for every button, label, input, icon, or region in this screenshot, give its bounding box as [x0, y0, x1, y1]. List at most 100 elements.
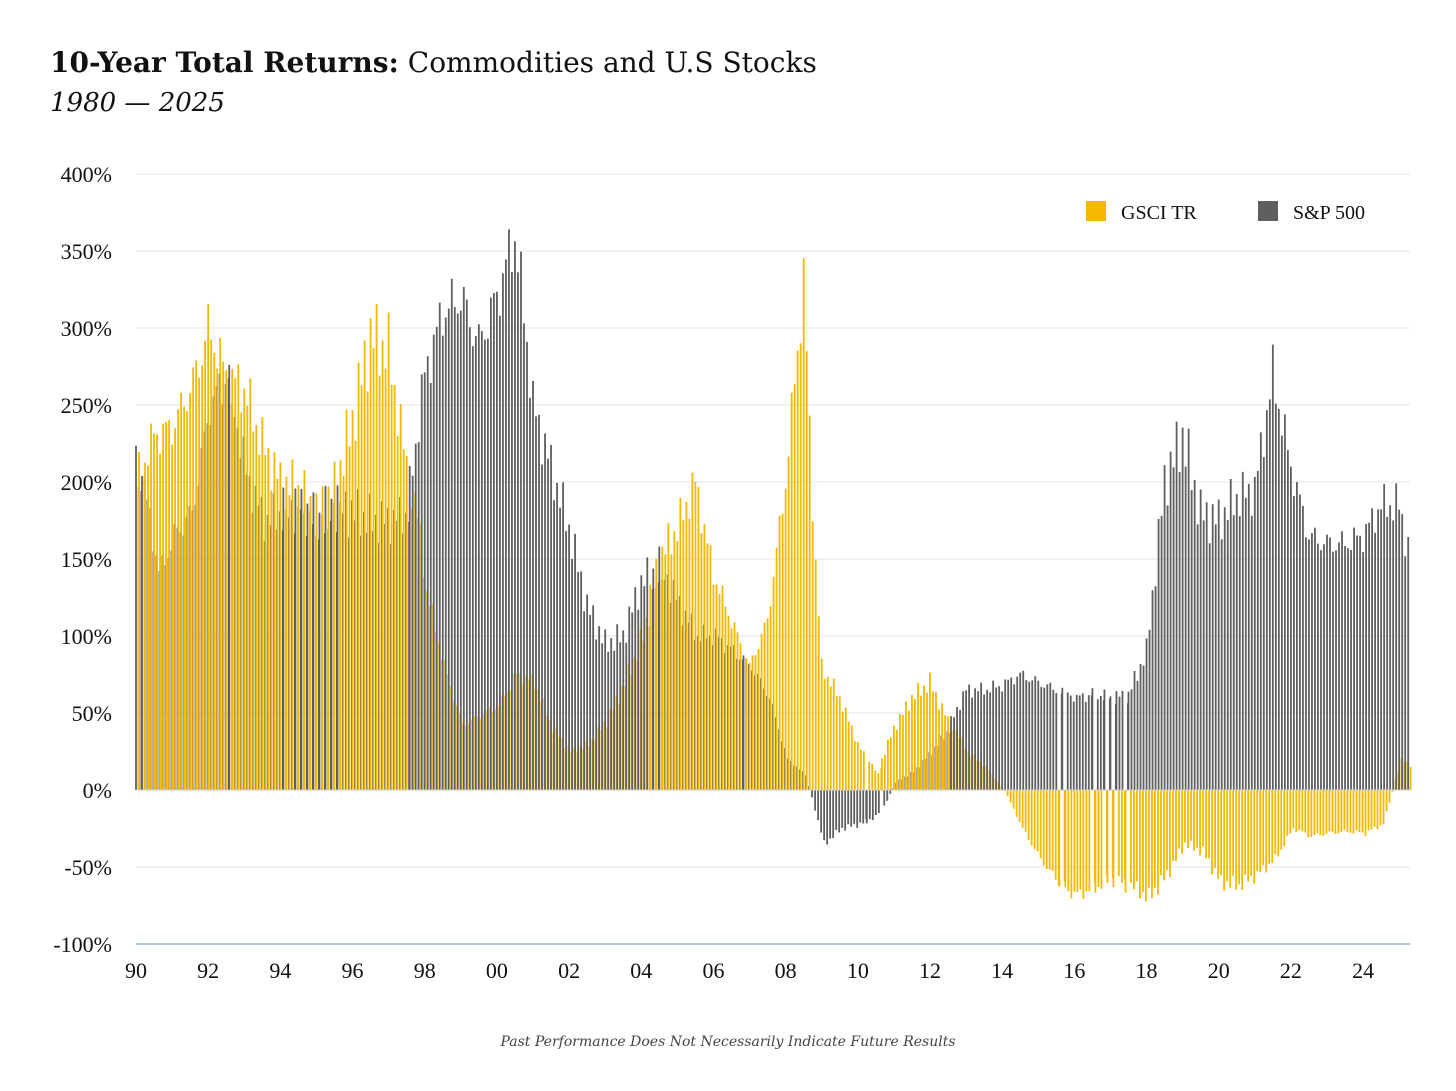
sp500-bar [1148, 629, 1151, 790]
gsci-bar [390, 384, 393, 790]
sp500-bar [1365, 523, 1367, 790]
gsci-bar [814, 559, 817, 790]
gsci-bar [1172, 790, 1174, 861]
sp500-bar [1286, 450, 1289, 790]
sp500-bar [520, 251, 522, 790]
sp500-bar [462, 286, 465, 790]
gsci-bar [733, 622, 736, 790]
sp500-bar [613, 650, 616, 790]
sp500-bar [965, 690, 967, 790]
sp500-bar [598, 626, 601, 790]
gsci-bar [1316, 790, 1319, 834]
gsci-bar [766, 618, 769, 790]
sp500-bar [1052, 689, 1055, 790]
gsci-bar [649, 584, 652, 790]
sp500-bar [529, 397, 531, 790]
gsci-bar [712, 584, 715, 790]
gsci-bar [1169, 790, 1171, 878]
gsci-bar [655, 558, 658, 790]
sp500-bar [1214, 524, 1217, 790]
gsci-bar [1181, 790, 1183, 854]
bars [135, 229, 1412, 902]
sp500-bar [1010, 677, 1013, 790]
gsci-bar [1124, 790, 1127, 893]
gsci-bar [1343, 790, 1346, 830]
gsci-bar [914, 699, 916, 790]
gsci-bar [144, 462, 146, 790]
x-tick-label: 12 [919, 958, 941, 983]
gsci-bar [180, 392, 183, 790]
gsci-bar [378, 375, 381, 790]
sp500-bar [423, 372, 426, 790]
gsci-bar [291, 459, 294, 790]
gsci-bar [1058, 790, 1061, 887]
sp500-bar [411, 475, 414, 790]
gsci-bar [1301, 790, 1304, 832]
sp500-bar [889, 790, 892, 794]
sp500-bar [604, 629, 607, 790]
sp500-bar [465, 299, 468, 790]
gsci-bar [222, 361, 225, 790]
gsci-bar [1331, 790, 1334, 832]
gsci-bar [153, 433, 155, 790]
sp500-bar [1274, 403, 1277, 790]
sp500-bar [294, 488, 297, 790]
sp500-bar [1229, 478, 1232, 790]
sp500-bar [505, 259, 507, 790]
gsci-bar [342, 475, 345, 790]
gsci-bar [1220, 790, 1223, 876]
sp500-bar [1329, 537, 1331, 790]
gsci-bar [1259, 790, 1262, 873]
sp500-bar [817, 790, 820, 821]
gsci-bar [333, 461, 336, 790]
gsci-bar [754, 655, 757, 790]
gsci-bar [790, 392, 793, 790]
gsci-bar [929, 672, 931, 790]
gsci-bar [781, 513, 784, 790]
sp500-bar [1299, 494, 1301, 790]
sp500-bar [565, 531, 567, 790]
gsci-bar [944, 715, 946, 790]
x-tick-label: 24 [1352, 958, 1374, 983]
gsci-bar [288, 495, 291, 790]
sp500-bar [1193, 479, 1196, 790]
sp500-bar [1066, 692, 1069, 790]
sp500-bar [589, 614, 592, 790]
gsci-bar [1085, 790, 1088, 892]
gsci-bar [270, 490, 273, 790]
sp500-bar [544, 433, 546, 790]
gsci-bar [823, 679, 826, 790]
sp500-bar [318, 512, 321, 790]
sp500-bar [1308, 539, 1310, 790]
sp500-bar [1368, 522, 1370, 790]
sp500-bar [835, 790, 838, 830]
gsci-bar [1051, 790, 1054, 871]
x-tick-label: 14 [991, 958, 1013, 983]
sp500-bar [1154, 586, 1157, 790]
gsci-bar [1097, 790, 1100, 887]
gsci-bar [1379, 790, 1382, 826]
gsci-bar [1039, 790, 1042, 859]
gsci-bar [237, 364, 240, 790]
gsci-bar [784, 488, 787, 790]
sp500-bar [1205, 502, 1208, 790]
gsci-bar [156, 434, 158, 790]
gsci-bar [706, 543, 709, 790]
gsci-bar [276, 478, 279, 790]
sp500-bar [989, 692, 992, 790]
sp500-bar [1133, 671, 1136, 790]
gsci-bar [1006, 790, 1009, 797]
gsci-bar [793, 383, 796, 790]
gsci-bar [1409, 766, 1412, 790]
sp500-bar [1256, 471, 1259, 790]
x-tick-label: 08 [775, 958, 797, 983]
gsci-bar [899, 714, 901, 790]
x-tick-label: 06 [702, 958, 724, 983]
sp500-bar [823, 790, 826, 841]
gsci-bar [1313, 790, 1316, 835]
gsci-bar [769, 606, 772, 790]
sp500-bar [1350, 549, 1352, 790]
gsci-bar [1304, 790, 1307, 833]
x-tick-label: 18 [1136, 958, 1158, 983]
